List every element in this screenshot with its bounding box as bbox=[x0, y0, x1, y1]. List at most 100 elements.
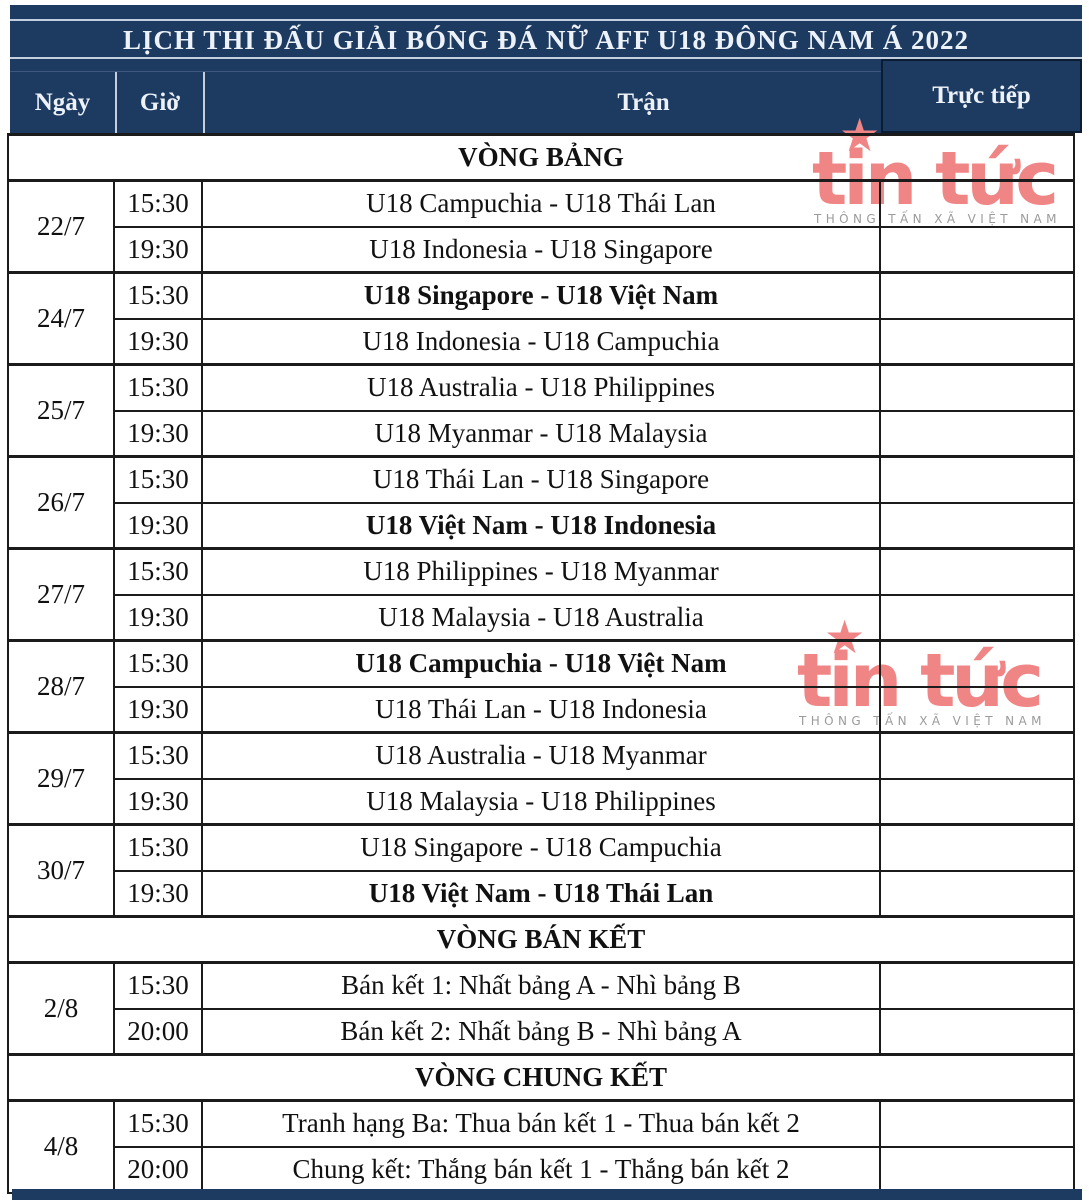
match-row: 20:00 Chung kết: Thắng bán kết 1 - Thắng … bbox=[8, 1145, 1076, 1194]
match-row: 28/7 15:30 U18 Campuchia - U18 Việt Nam bbox=[7, 639, 1076, 734]
time-cell: 19:30 bbox=[113, 593, 203, 642]
schedule-table-body: VÒNG BẢNG 22/7 15:30 U18 Campuchia - U18 Th… bbox=[6, 133, 1076, 1194]
live-cell bbox=[878, 1007, 1076, 1056]
match-row: 19:30 U18 Thái Lan - U18 Indonesia bbox=[8, 685, 1076, 734]
match-cell: U18 Singapore - U18 Việt Nam bbox=[201, 271, 881, 320]
live-cell bbox=[878, 363, 1076, 412]
time-cell: 19:30 bbox=[113, 501, 203, 550]
date-cell: 27/7 bbox=[7, 547, 115, 642]
time-cell: 19:30 bbox=[113, 869, 203, 918]
time-cell: 15:30 bbox=[113, 179, 203, 228]
match-row: 19:30 U18 Việt Nam - U18 Thái Lan bbox=[8, 869, 1076, 918]
date-cell: 30/7 bbox=[7, 823, 115, 918]
match-cell: U18 Thái Lan - U18 Singapore bbox=[201, 455, 881, 504]
time-cell: 15:30 bbox=[113, 639, 203, 688]
section-row: VÒNG BẢNG bbox=[6, 133, 1076, 182]
live-cell bbox=[878, 409, 1076, 458]
match-row: 30/7 15:30 U18 Singapore - U18 Campuchia bbox=[7, 823, 1076, 918]
live-cell bbox=[878, 685, 1076, 734]
match-row: 22/7 15:30 U18 Campuchia - U18 Thái Lan bbox=[7, 179, 1076, 274]
match-cell: U18 Malaysia - U18 Philippines bbox=[201, 777, 881, 826]
match-cell: Tranh hạng Ba: Thua bán kết 1 - Thua bán… bbox=[201, 1099, 881, 1148]
time-cell: 19:30 bbox=[113, 317, 203, 366]
match-row: 19:30 U18 Indonesia - U18 Singapore bbox=[8, 225, 1076, 274]
time-cell: 15:30 bbox=[113, 823, 203, 872]
live-cell bbox=[878, 1145, 1076, 1194]
match-cell: U18 Indonesia - U18 Campuchia bbox=[201, 317, 881, 366]
date-cell: 4/8 bbox=[7, 1099, 115, 1194]
time-cell: 20:00 bbox=[113, 1145, 203, 1194]
date-cell: 29/7 bbox=[7, 731, 115, 826]
header-mid-strip bbox=[10, 59, 1082, 72]
time-cell: 19:30 bbox=[113, 685, 203, 734]
match-row: 24/7 15:30 U18 Singapore - U18 Việt Nam bbox=[7, 271, 1076, 366]
live-cell bbox=[878, 961, 1076, 1010]
live-cell bbox=[878, 179, 1076, 228]
match-cell: U18 Việt Nam - U18 Indonesia bbox=[201, 501, 881, 550]
match-cell: Bán kết 2: Nhất bảng B - Nhì bảng A bbox=[201, 1007, 881, 1056]
match-cell: U18 Australia - U18 Philippines bbox=[201, 363, 881, 412]
match-cell: U18 Indonesia - U18 Singapore bbox=[201, 225, 881, 274]
section-row: VÒNG BÁN KẾT bbox=[6, 915, 1076, 964]
match-row: 26/7 15:30 U18 Thái Lan - U18 Singapore bbox=[7, 455, 1076, 550]
match-row: 25/7 15:30 U18 Australia - U18 Philippines bbox=[7, 363, 1076, 458]
time-cell: 15:30 bbox=[113, 363, 203, 412]
match-cell: U18 Singapore - U18 Campuchia bbox=[201, 823, 881, 872]
match-cell: U18 Philippines - U18 Myanmar bbox=[201, 547, 881, 596]
match-cell: U18 Việt Nam - U18 Thái Lan bbox=[201, 869, 881, 918]
time-cell: 19:30 bbox=[113, 225, 203, 274]
date-cell: 22/7 bbox=[7, 179, 115, 274]
live-cell bbox=[878, 593, 1076, 642]
live-cell bbox=[878, 731, 1076, 780]
match-cell: U18 Thái Lan - U18 Indonesia bbox=[201, 685, 881, 734]
section-row: VÒNG CHUNG KẾT bbox=[6, 1053, 1076, 1102]
section-title: VÒNG BẢNG bbox=[6, 133, 1076, 182]
match-row: 19:30 U18 Myanmar - U18 Malaysia bbox=[8, 409, 1076, 458]
schedule-table: VÒNG BẢNG 22/7 15:30 U18 Campuchia - U18 Th… bbox=[6, 133, 1076, 1194]
date-cell: 25/7 bbox=[7, 363, 115, 458]
match-row: 19:30 U18 Indonesia - U18 Campuchia bbox=[8, 317, 1076, 366]
live-cell bbox=[878, 501, 1076, 550]
section-title: VÒNG CHUNG KẾT bbox=[6, 1053, 1076, 1102]
match-row: 19:30 U18 Malaysia - U18 Australia bbox=[8, 593, 1076, 642]
live-cell bbox=[878, 639, 1076, 688]
match-row: 2/8 15:30 Bán kết 1: Nhất bảng A - Nhì bản… bbox=[7, 961, 1076, 1056]
date-cell: 2/8 bbox=[7, 961, 115, 1056]
time-cell: 20:00 bbox=[113, 1007, 203, 1056]
match-row: 29/7 15:30 U18 Australia - U18 Myanmar bbox=[7, 731, 1076, 826]
match-cell: U18 Campuchia - U18 Thái Lan bbox=[201, 179, 881, 228]
live-cell bbox=[878, 271, 1076, 320]
time-cell: 15:30 bbox=[113, 731, 203, 780]
time-cell: 15:30 bbox=[113, 961, 203, 1010]
column-header-live: Trực tiếp bbox=[881, 59, 1082, 133]
header-top-strip bbox=[10, 5, 1082, 21]
match-cell: Chung kết: Thắng bán kết 1 - Thắng bán k… bbox=[201, 1145, 881, 1194]
match-cell: Bán kết 1: Nhất bảng A - Nhì bảng B bbox=[201, 961, 881, 1010]
time-cell: 15:30 bbox=[113, 455, 203, 504]
match-cell: U18 Malaysia - U18 Australia bbox=[201, 593, 881, 642]
date-cell: 28/7 bbox=[7, 639, 115, 734]
column-header-row: Ngày Giờ Trận Trực tiếp bbox=[10, 59, 1082, 133]
footer-bar bbox=[12, 1189, 1082, 1200]
live-cell bbox=[878, 869, 1076, 918]
match-row: 4/8 15:30 Tranh hạng Ba: Thua bán kết 1 - … bbox=[7, 1099, 1076, 1194]
live-cell bbox=[878, 777, 1076, 826]
live-cell bbox=[878, 547, 1076, 596]
match-row: 20:00 Bán kết 2: Nhất bảng B - Nhì bảng A bbox=[8, 1007, 1076, 1056]
column-header-time: Giờ bbox=[115, 72, 203, 133]
match-cell: U18 Australia - U18 Myanmar bbox=[201, 731, 881, 780]
live-cell bbox=[878, 1099, 1076, 1148]
live-cell bbox=[878, 317, 1076, 366]
time-cell: 15:30 bbox=[113, 1099, 203, 1148]
live-cell bbox=[878, 225, 1076, 274]
match-row: 27/7 15:30 U18 Philippines - U18 Myanmar bbox=[7, 547, 1076, 642]
time-cell: 15:30 bbox=[113, 271, 203, 320]
match-row: 19:30 U18 Việt Nam - U18 Indonesia bbox=[8, 501, 1076, 550]
column-header-date: Ngày bbox=[34, 88, 91, 116]
time-cell: 15:30 bbox=[113, 547, 203, 596]
page-title: LỊCH THI ĐẤU GIẢI BÓNG ĐÁ NỮ AFF U18 ĐÔN… bbox=[10, 21, 1082, 59]
date-cell: 24/7 bbox=[7, 271, 115, 366]
column-header-match: Trận bbox=[203, 72, 1082, 133]
match-cell: U18 Myanmar - U18 Malaysia bbox=[201, 409, 881, 458]
